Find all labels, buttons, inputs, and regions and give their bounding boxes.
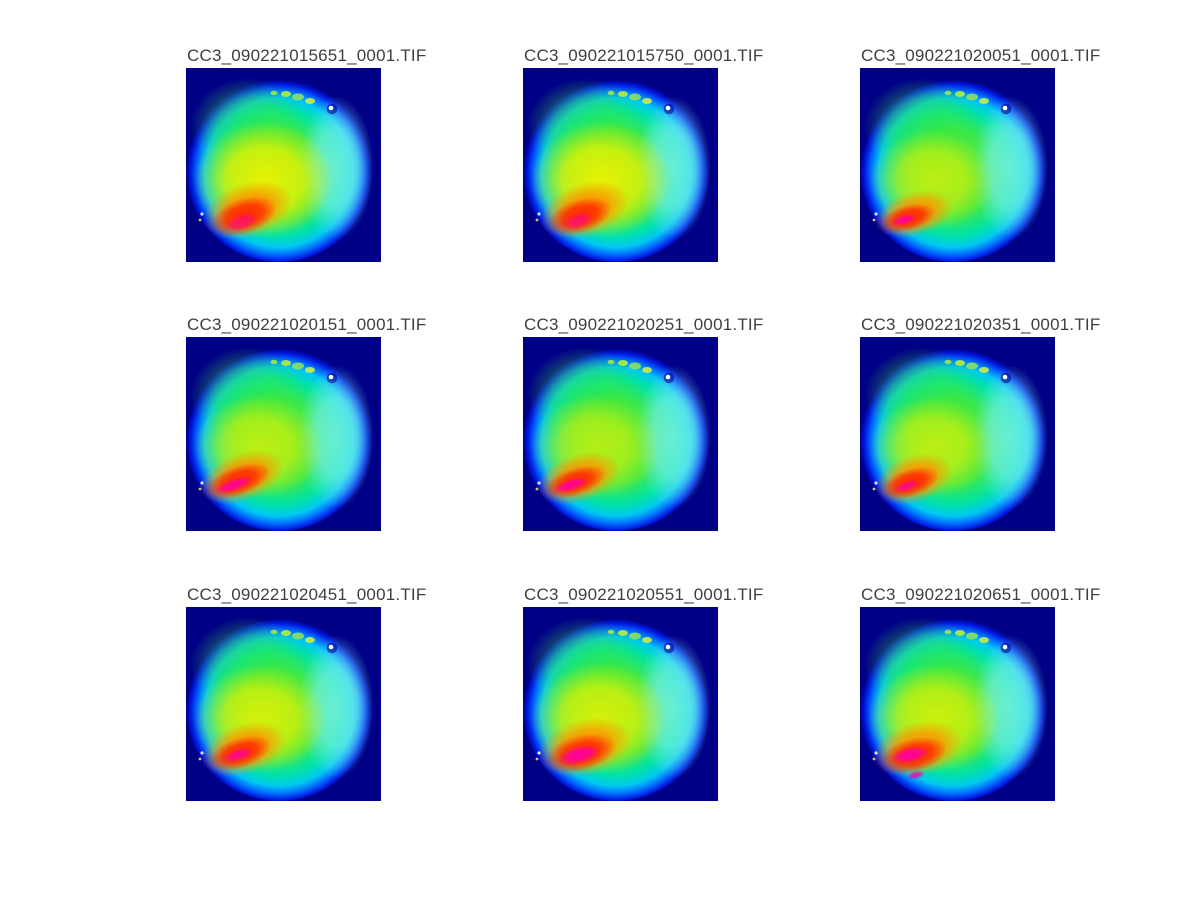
subplot-title: CC3_090221020551_0001.TIF — [524, 585, 764, 604]
subplot-3: CC3_090221020051_0001.TIF — [860, 46, 1100, 262]
subplot-title: CC3_090221020151_0001.TIF — [187, 315, 427, 334]
subplot-2: CC3_090221015750_0001.TIF — [523, 46, 763, 262]
sky-camera-image — [523, 607, 718, 801]
subplot-5: CC3_090221020251_0001.TIF — [523, 315, 763, 531]
subplot-title: CC3_090221020051_0001.TIF — [861, 46, 1101, 65]
subplot-9: CC3_090221020651_0001.TIF — [860, 585, 1100, 801]
sky-camera-image — [523, 337, 718, 531]
subplot-1: CC3_090221015651_0001.TIF — [186, 46, 426, 262]
sky-camera-image — [860, 607, 1055, 801]
subplot-title: CC3_090221020251_0001.TIF — [524, 315, 764, 334]
subplot-7: CC3_090221020451_0001.TIF — [186, 585, 426, 801]
sky-camera-image — [860, 337, 1055, 531]
subplot-title: CC3_090221020351_0001.TIF — [861, 315, 1101, 334]
subplot-title: CC3_090221015750_0001.TIF — [524, 46, 764, 65]
sky-camera-image — [186, 68, 381, 262]
subplot-title: CC3_090221020451_0001.TIF — [187, 585, 427, 604]
sky-camera-image — [186, 607, 381, 801]
subplot-6: CC3_090221020351_0001.TIF — [860, 315, 1100, 531]
sky-camera-image — [186, 337, 381, 531]
subplot-title: CC3_090221020651_0001.TIF — [861, 585, 1101, 604]
subplot-4: CC3_090221020151_0001.TIF — [186, 315, 426, 531]
subplot-title: CC3_090221015651_0001.TIF — [187, 46, 427, 65]
subplot-8: CC3_090221020551_0001.TIF — [523, 585, 763, 801]
sky-camera-image — [860, 68, 1055, 262]
sky-camera-image — [523, 68, 718, 262]
